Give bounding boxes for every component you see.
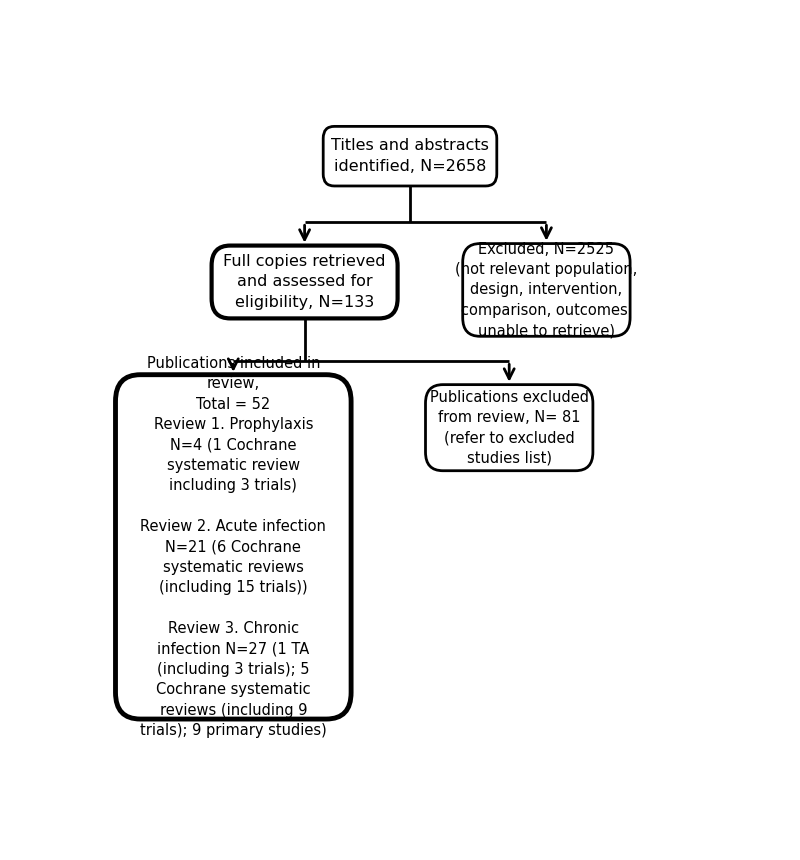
FancyBboxPatch shape: [115, 375, 351, 719]
FancyBboxPatch shape: [462, 243, 630, 336]
Text: Titles and abstracts
identified, N=2658: Titles and abstracts identified, N=2658: [331, 138, 489, 174]
Text: Full copies retrieved
and assessed for
eligibility, N=133: Full copies retrieved and assessed for e…: [223, 254, 386, 310]
FancyBboxPatch shape: [323, 126, 497, 186]
Text: Publications included in
review,
Total = 52
Review 1. Prophylaxis
N=4 (1 Cochran: Publications included in review, Total =…: [140, 356, 326, 738]
FancyBboxPatch shape: [211, 246, 398, 318]
Text: Excluded, N=2525
(not relevant population,
design, intervention,
comparison, out: Excluded, N=2525 (not relevant populatio…: [455, 242, 638, 338]
FancyBboxPatch shape: [426, 384, 593, 470]
Text: Publications excluded
from review, N= 81
(refer to excluded
studies list): Publications excluded from review, N= 81…: [430, 390, 589, 466]
